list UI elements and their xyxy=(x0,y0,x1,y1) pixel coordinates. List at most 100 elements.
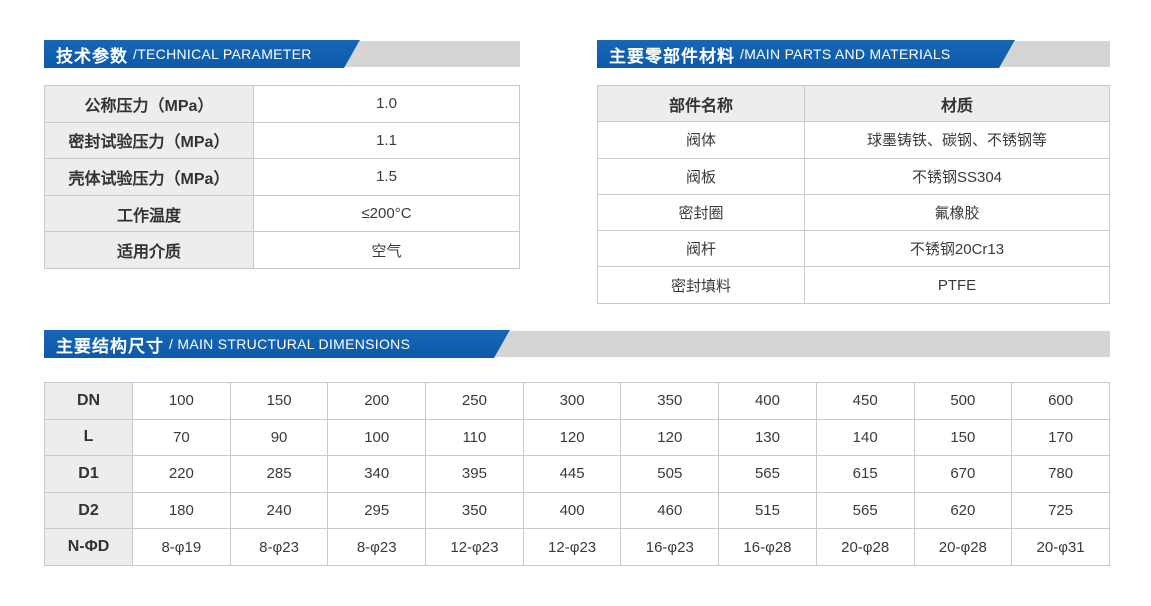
dimension-value: 150 xyxy=(913,418,1013,457)
material-value: 不锈钢20Cr13 xyxy=(804,230,1110,268)
part-name: 阀板 xyxy=(597,157,805,195)
dimensions-table: DN 100 150 200 250 300 350 400 450 500 600 L 70 90 100… xyxy=(44,382,1110,566)
dimension-value: 170 xyxy=(1011,418,1110,457)
dimension-value: 395 xyxy=(425,455,524,493)
dimension-value: 515 xyxy=(718,491,817,530)
dimension-value: 16-φ23 xyxy=(620,528,720,566)
material-row: 密封圈 氟橡胶 xyxy=(597,193,1110,232)
dimension-value: 110 xyxy=(425,418,524,457)
parameter-label: 壳体试验压力（MPa） xyxy=(44,158,254,196)
material-row: 阀杆 不锈钢20Cr13 xyxy=(597,230,1110,268)
dimension-value: 505 xyxy=(620,455,720,493)
dimension-value: 150 xyxy=(229,382,329,420)
technical-parameter-banner: 技术参数 /TECHNICAL PARAMETER xyxy=(44,40,520,68)
dimension-value: 670 xyxy=(913,455,1013,493)
dimension-row: D2 180 240 295 350 400 460 515 565 620 725 xyxy=(44,491,1110,530)
parameter-value: 1.0 xyxy=(253,85,520,123)
dimension-value: 350 xyxy=(620,382,720,420)
parameter-value: ≤200°C xyxy=(253,194,520,233)
banner-blue-ribbon: 主要零部件材料 /MAIN PARTS AND MATERIALS xyxy=(597,40,1015,68)
dimension-row: D1 220 285 340 395 445 505 565 615 670 780 xyxy=(44,455,1110,493)
banner-blue-ribbon: 技术参数 /TECHNICAL PARAMETER xyxy=(44,40,360,68)
parameter-value: 1.5 xyxy=(253,158,520,196)
dimension-value: 240 xyxy=(229,491,329,530)
dimension-value: 16-φ28 xyxy=(718,528,817,566)
dimension-value: 450 xyxy=(815,382,915,420)
banner-blue-ribbon: 主要结构尺寸 / MAIN STRUCTURAL DIMENSIONS xyxy=(44,330,510,358)
dimension-value: 100 xyxy=(132,382,231,420)
material-value: 氟橡胶 xyxy=(804,193,1110,232)
part-name: 密封圈 xyxy=(597,193,805,232)
banner-gray-bar xyxy=(999,41,1110,67)
dimension-value: 90 xyxy=(229,418,329,457)
banner-gray-bar xyxy=(344,41,520,67)
dimension-value: 620 xyxy=(913,491,1013,530)
part-name: 密封填料 xyxy=(597,266,805,304)
structural-dimensions-banner: 主要结构尺寸 / MAIN STRUCTURAL DIMENSIONS xyxy=(44,330,1110,358)
dimension-label: D2 xyxy=(44,491,133,530)
dimension-value: 500 xyxy=(913,382,1013,420)
dimension-value: 130 xyxy=(718,418,817,457)
parameter-value: 空气 xyxy=(253,231,520,269)
dimensions-title-en: / MAIN STRUCTURAL DIMENSIONS xyxy=(169,336,411,352)
dimension-value: 20-φ31 xyxy=(1011,528,1110,566)
dimension-label: L xyxy=(44,418,133,457)
materials-title-zh: 主要零部件材料 xyxy=(609,46,735,66)
dimension-row: L 70 90 100 110 120 120 130 140 150 170 xyxy=(44,418,1110,457)
parameter-label: 公称压力（MPa） xyxy=(44,85,254,123)
dimension-value: 350 xyxy=(425,491,524,530)
dimensions-title-zh: 主要结构尺寸 xyxy=(56,336,164,356)
dimension-value: 8-φ19 xyxy=(132,528,231,566)
dimension-value: 300 xyxy=(522,382,622,420)
dimension-value: 780 xyxy=(1011,455,1110,493)
materials-table: 部件名称 材质 阀体 球墨铸铁、碳钢、不锈钢等 阀板 不锈钢SS304 密封圈 氟橡胶 阀杆… xyxy=(597,84,1110,304)
materials-header-part: 部件名称 xyxy=(597,84,805,123)
dimension-value: 8-φ23 xyxy=(229,528,329,566)
material-row: 阀体 球墨铸铁、碳钢、不锈钢等 xyxy=(597,121,1110,159)
dimension-value: 180 xyxy=(132,491,231,530)
parameter-label: 适用介质 xyxy=(44,231,254,269)
dimension-value: 615 xyxy=(815,455,915,493)
dimension-value: 725 xyxy=(1011,491,1110,530)
dimensions-table-body: DN 100 150 200 250 300 350 400 450 500 600 L 70 90 100… xyxy=(44,382,1110,566)
technical-title-en: /TECHNICAL PARAMETER xyxy=(133,46,312,62)
dimension-label: N-ΦD xyxy=(44,528,133,566)
dimension-value: 8-φ23 xyxy=(327,528,427,566)
part-name: 阀杆 xyxy=(597,230,805,268)
dimension-row: DN 100 150 200 250 300 350 400 450 500 600 xyxy=(44,382,1110,420)
dimension-value: 565 xyxy=(815,491,915,530)
dimension-value: 120 xyxy=(522,418,622,457)
dimension-label: DN xyxy=(44,382,133,420)
technical-parameter-row: 适用介质 空气 xyxy=(44,231,520,269)
parameter-label: 密封试验压力（MPa） xyxy=(44,121,254,160)
dimension-value: 400 xyxy=(718,382,817,420)
technical-parameter-table-body: 公称压力（MPa） 1.0 密封试验压力（MPa） 1.1 壳体试验压力（MPa） 1.5… xyxy=(44,85,520,269)
dimension-value: 400 xyxy=(522,491,622,530)
dimension-value: 70 xyxy=(132,418,231,457)
dimension-value: 120 xyxy=(620,418,720,457)
dimension-value: 12-φ23 xyxy=(425,528,524,566)
dimension-value: 565 xyxy=(718,455,817,493)
parameter-value: 1.1 xyxy=(253,121,520,160)
dimension-value: 445 xyxy=(522,455,622,493)
technical-parameter-row: 公称压力（MPa） 1.0 xyxy=(44,85,520,123)
materials-table-body: 阀体 球墨铸铁、碳钢、不锈钢等 阀板 不锈钢SS304 密封圈 氟橡胶 阀杆 不锈钢20Cr1… xyxy=(597,121,1110,304)
technical-parameter-row: 密封试验压力（MPa） 1.1 xyxy=(44,121,520,160)
dimension-value: 460 xyxy=(620,491,720,530)
material-row: 阀板 不锈钢SS304 xyxy=(597,157,1110,195)
technical-parameter-row: 壳体试验压力（MPa） 1.5 xyxy=(44,158,520,196)
dimension-value: 140 xyxy=(815,418,915,457)
dimension-value: 200 xyxy=(327,382,427,420)
dimension-value: 12-φ23 xyxy=(522,528,622,566)
dimension-value: 20-φ28 xyxy=(913,528,1013,566)
part-name: 阀体 xyxy=(597,121,805,159)
material-value: 不锈钢SS304 xyxy=(804,157,1110,195)
materials-table-head: 部件名称 材质 xyxy=(597,84,1110,123)
dimension-value: 295 xyxy=(327,491,427,530)
main-parts-materials-banner: 主要零部件材料 /MAIN PARTS AND MATERIALS xyxy=(597,40,1110,68)
material-row: 密封填料 PTFE xyxy=(597,266,1110,304)
dimension-value: 285 xyxy=(229,455,329,493)
technical-parameter-table: 公称压力（MPa） 1.0 密封试验压力（MPa） 1.1 壳体试验压力（MPa） 1.5… xyxy=(44,85,520,269)
materials-header-material: 材质 xyxy=(804,84,1110,123)
banner-gray-bar xyxy=(494,331,1110,357)
